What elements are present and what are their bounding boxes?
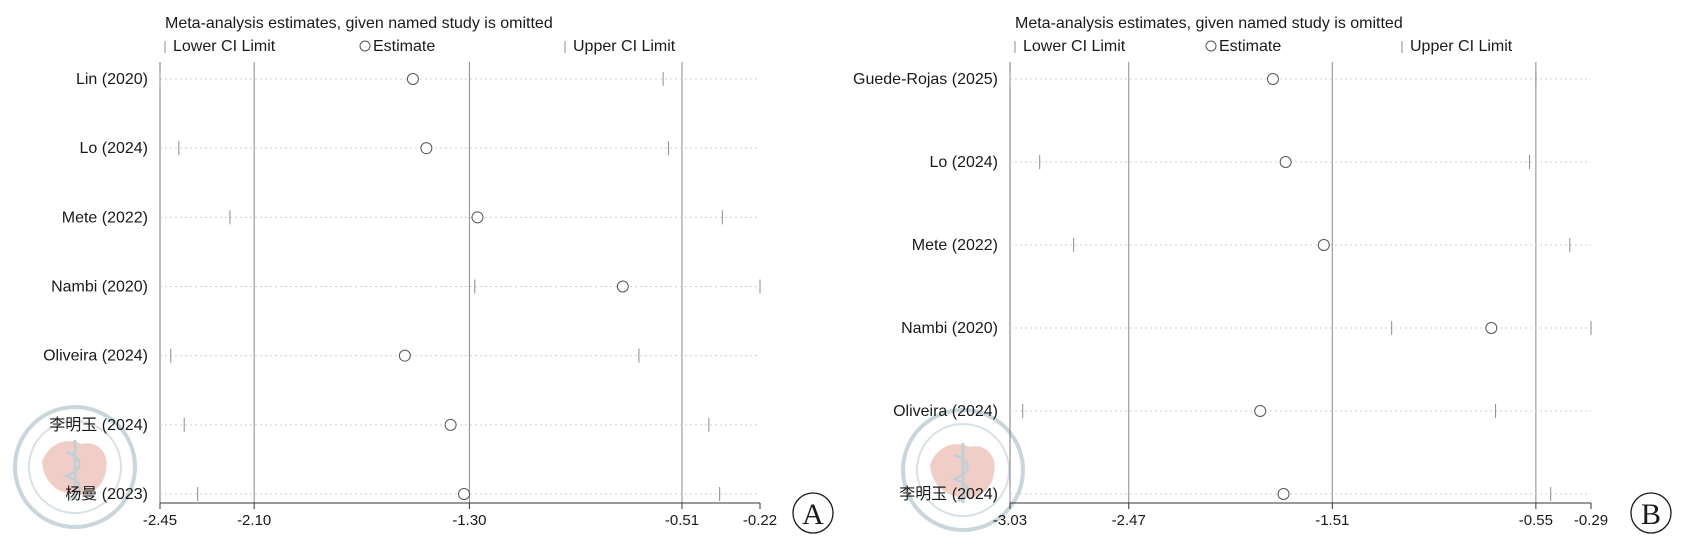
study-label: 李明玉 (2024) bbox=[899, 485, 998, 503]
legend-estimate-label: Estimate bbox=[1219, 38, 1281, 55]
estimate-point bbox=[1485, 322, 1498, 334]
study-label: Guede-Rojas (2025) bbox=[853, 71, 998, 88]
legend-lower-label: Lower CI Limit bbox=[173, 38, 276, 55]
study-label: Oliveira (2024) bbox=[893, 403, 998, 420]
x-tick-label: -2.47 bbox=[1112, 512, 1146, 529]
legend: Lower CI Limit Estimate Upper CI Limit bbox=[1014, 38, 1513, 55]
forest-plot-a: Meta-analysis estimates, given named stu… bbox=[43, 15, 834, 534]
study-label: Nambi (2020) bbox=[901, 320, 998, 337]
study-row: 李明玉 (2024) bbox=[899, 485, 1591, 503]
panel-label: B bbox=[1630, 492, 1672, 534]
study-label: Nambi (2020) bbox=[51, 279, 148, 296]
x-tick-label: -2.45 bbox=[143, 512, 177, 529]
estimate-point bbox=[1317, 239, 1330, 251]
panel-label-circle bbox=[792, 492, 834, 534]
x-tick-label: -0.51 bbox=[665, 512, 699, 529]
study-label: Mete (2022) bbox=[912, 237, 998, 254]
study-row: Nambi (2020) bbox=[901, 320, 1592, 337]
study-label: Lo (2024) bbox=[930, 154, 999, 171]
study-row: Oliveira (2024) bbox=[43, 348, 760, 365]
panel-label-circle bbox=[1630, 492, 1672, 534]
estimate-point bbox=[398, 349, 411, 362]
estimate-point bbox=[406, 73, 419, 85]
estimate-point bbox=[1254, 405, 1267, 417]
estimate-point bbox=[1266, 73, 1279, 85]
study-label: 李明玉 (2024) bbox=[49, 416, 148, 434]
estimate-point bbox=[1277, 488, 1290, 500]
estimate-point bbox=[616, 280, 629, 293]
forest-plot-b: Meta-analysis estimates, given named stu… bbox=[853, 15, 1672, 534]
x-tick-label: -0.55 bbox=[1519, 512, 1553, 529]
study-row: Lin (2020) bbox=[76, 71, 760, 88]
study-row: Nambi (2020) bbox=[51, 279, 761, 296]
study-label: Mete (2022) bbox=[62, 209, 148, 226]
study-row: Guede-Rojas (2025) bbox=[853, 71, 1591, 88]
watermark-seal-a bbox=[13, 405, 137, 529]
legend-upper-label: Upper CI Limit bbox=[573, 38, 676, 55]
legend-estimate-marker bbox=[359, 40, 371, 52]
legend-estimate-marker bbox=[1205, 40, 1217, 52]
x-tick-label: -1.51 bbox=[1315, 512, 1349, 529]
legend-lower-label: Lower CI Limit bbox=[1023, 38, 1126, 55]
estimate-point bbox=[471, 211, 484, 224]
legend: Lower CI Limit Estimate Upper CI Limit bbox=[164, 38, 676, 55]
panel-label: A bbox=[792, 492, 834, 534]
study-row: 杨曼 (2023) bbox=[65, 485, 760, 503]
study-row: Oliveira (2024) bbox=[893, 403, 1591, 420]
study-label: Oliveira (2024) bbox=[43, 348, 148, 365]
x-tick-label: -2.10 bbox=[237, 512, 271, 529]
estimate-point bbox=[444, 418, 457, 431]
chart-title: Meta-analysis estimates, given named stu… bbox=[1015, 15, 1403, 32]
study-row: Lo (2024) bbox=[80, 140, 760, 157]
panel-label-letter: A bbox=[802, 498, 824, 531]
chart-title: Meta-analysis estimates, given named stu… bbox=[165, 15, 553, 32]
study-row: Mete (2022) bbox=[62, 209, 760, 226]
estimate-point bbox=[420, 142, 433, 155]
study-label: 杨曼 (2023) bbox=[65, 485, 148, 503]
study-row: Mete (2022) bbox=[912, 237, 1591, 254]
x-tick-label: -3.03 bbox=[993, 512, 1027, 529]
legend-estimate-label: Estimate bbox=[373, 38, 435, 55]
study-label: Lin (2020) bbox=[76, 71, 148, 88]
estimate-point bbox=[1279, 156, 1292, 168]
study-row: 李明玉 (2024) bbox=[49, 416, 760, 434]
estimate-point bbox=[458, 488, 471, 500]
x-tick-label: -1.30 bbox=[452, 512, 486, 529]
x-tick-label: -0.29 bbox=[1574, 512, 1608, 529]
study-label: Lo (2024) bbox=[80, 140, 149, 157]
watermark-seal-b bbox=[901, 408, 1025, 532]
x-tick-label: -0.22 bbox=[743, 512, 777, 529]
legend-upper-label: Upper CI Limit bbox=[1410, 38, 1513, 55]
study-row: Lo (2024) bbox=[930, 154, 1591, 171]
panel-label-letter: B bbox=[1641, 498, 1661, 531]
